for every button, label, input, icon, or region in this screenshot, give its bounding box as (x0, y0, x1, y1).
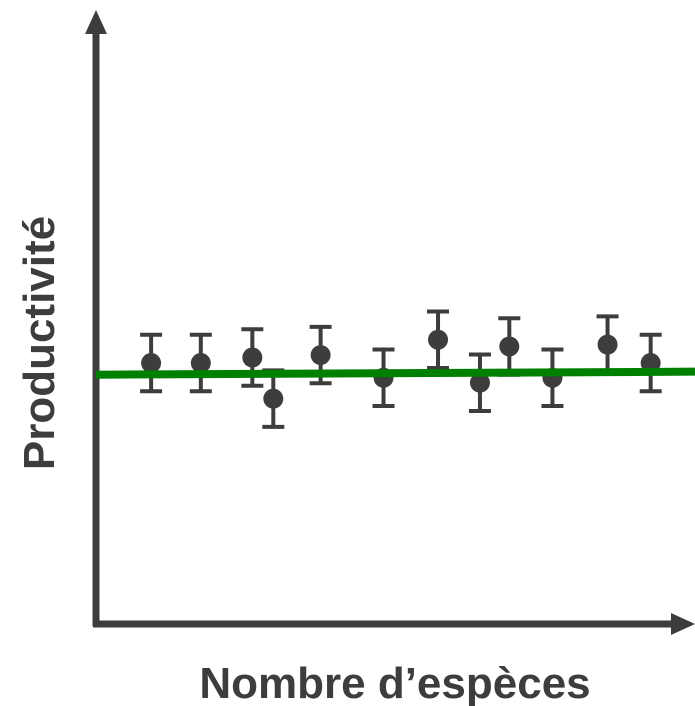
y-axis-arrowhead (85, 10, 107, 34)
data-point (242, 347, 263, 368)
trend-line (95, 367, 695, 379)
x-axis-arrowhead (671, 613, 695, 635)
data-point (469, 372, 490, 393)
data-point (597, 334, 618, 355)
data-point (428, 329, 449, 350)
data-point (499, 336, 520, 357)
axes (85, 10, 695, 635)
y-axis-label: Productivité (15, 216, 64, 470)
data-point (263, 388, 284, 409)
data-point (310, 345, 331, 366)
x-axis-label: Nombre d’espèces (199, 659, 590, 706)
data-point (190, 353, 211, 374)
data-point (141, 353, 162, 374)
